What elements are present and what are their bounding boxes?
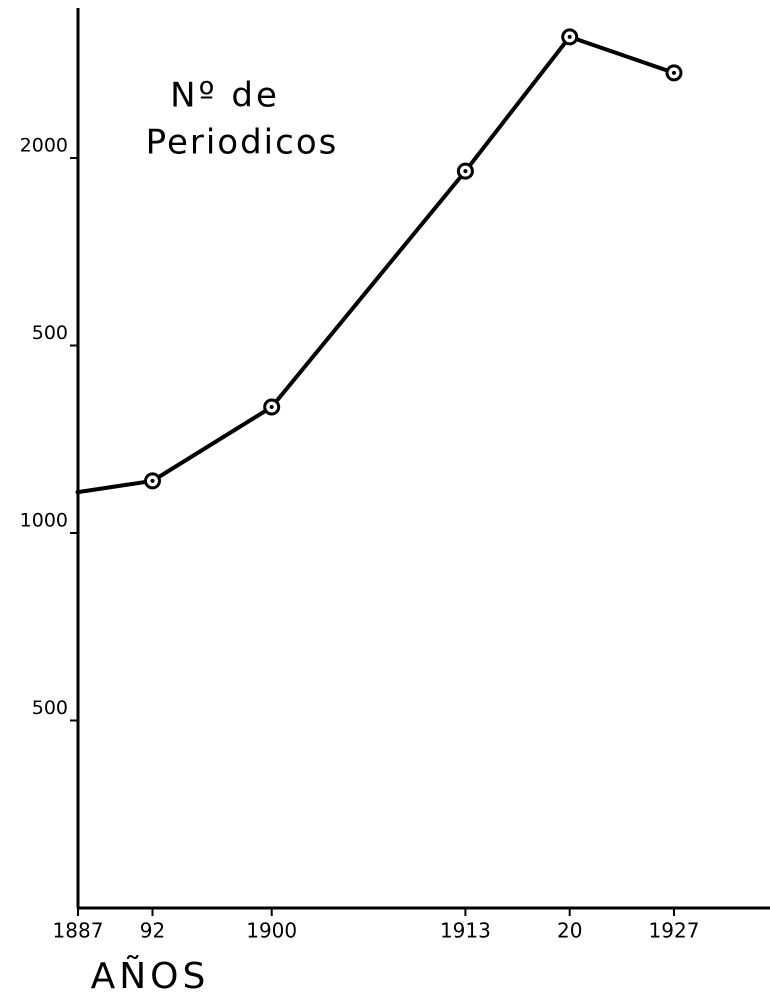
x-axis-label: AÑOS xyxy=(91,955,210,997)
data-point-center xyxy=(269,405,274,409)
data-line xyxy=(77,34,675,495)
data-point-center xyxy=(150,478,155,483)
chart-title: Nº de xyxy=(170,76,280,116)
y-tick-label: 1000 xyxy=(20,510,68,532)
x-tick-label: 92 xyxy=(140,919,165,943)
data-point-center xyxy=(567,34,572,39)
x-tick-label: 1913 xyxy=(440,919,491,943)
y-tick-label: 500 xyxy=(32,322,68,344)
y-tick-label: 500 xyxy=(32,697,68,719)
data-point xyxy=(75,489,81,495)
x-tick-label: 20 xyxy=(557,919,582,943)
x-tick-label: 1927 xyxy=(649,919,700,943)
x-tick-label: 1887 xyxy=(53,919,104,943)
data-point-center xyxy=(463,169,468,174)
y-tick-label: 2000 xyxy=(20,135,68,157)
chart-title: Periodicos xyxy=(146,123,339,163)
data-point-center xyxy=(672,70,676,75)
x-tick-label: 1900 xyxy=(246,919,297,943)
